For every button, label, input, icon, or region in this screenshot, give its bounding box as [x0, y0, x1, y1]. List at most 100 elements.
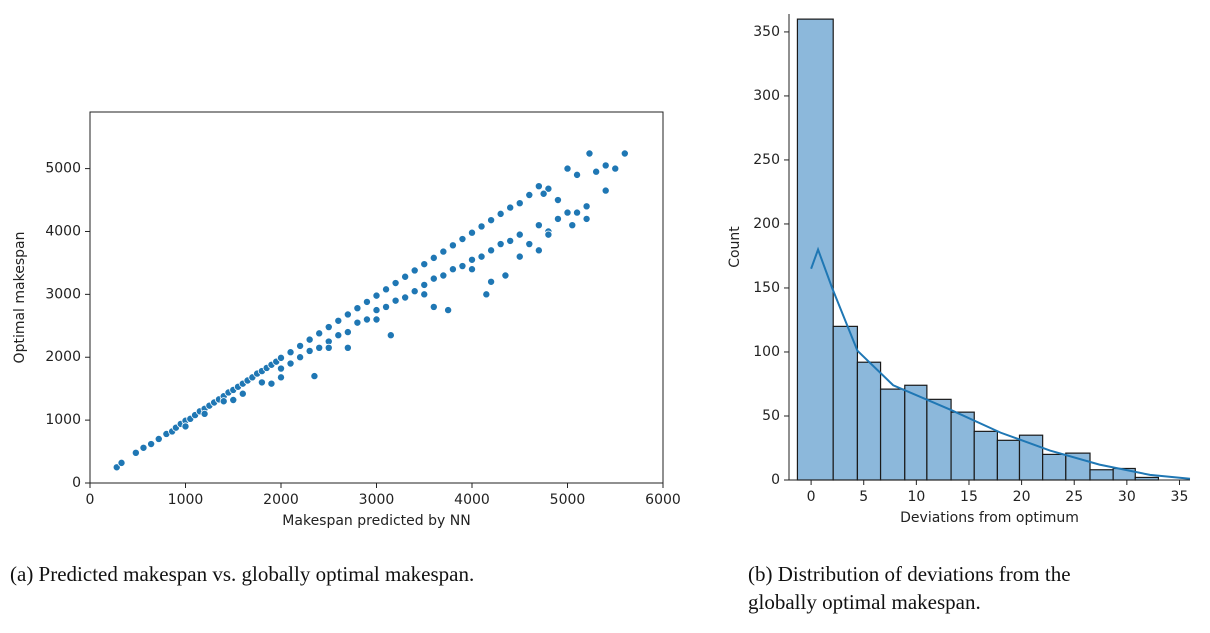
- scatter-point: [420, 280, 429, 289]
- scatter-point: [372, 306, 381, 315]
- y-tick-label: 0: [72, 475, 81, 491]
- caption: (b) Distribution of deviations from the: [748, 562, 1071, 586]
- y-axis-label: Optimal makespan: [12, 232, 28, 364]
- scatter-point: [585, 149, 594, 158]
- scatter-point: [147, 440, 156, 449]
- scatter-point: [267, 379, 276, 388]
- scatter-point: [343, 310, 352, 319]
- scatter-point: [276, 353, 285, 362]
- y-tick-label: 1000: [45, 412, 81, 428]
- scatter-point: [429, 302, 438, 311]
- y-tick-label: 50: [762, 408, 780, 424]
- scatter-point: [467, 255, 476, 264]
- x-tick-label: 2000: [263, 492, 299, 508]
- x-tick-label: 0: [86, 492, 95, 508]
- x-tick-label: 20: [1013, 489, 1031, 505]
- scatter-point: [582, 202, 591, 211]
- scatter-point: [410, 287, 419, 296]
- hist-bar: [1018, 434, 1044, 481]
- scatter-point: [534, 246, 543, 255]
- scatter-point: [444, 306, 453, 315]
- scatter-point: [334, 316, 343, 325]
- scatter-point: [154, 434, 163, 443]
- x-tick-label: 30: [1118, 489, 1136, 505]
- scatter-point: [553, 214, 562, 223]
- scatter-point: [525, 240, 534, 249]
- y-tick-label: 250: [753, 152, 780, 168]
- scatter-point: [544, 184, 553, 193]
- scatter-point: [496, 209, 505, 218]
- y-tick-label: 5000: [45, 161, 81, 177]
- scatter-point: [420, 290, 429, 299]
- scatter-point: [229, 395, 238, 404]
- scatter-point: [448, 241, 457, 250]
- scatter-point: [238, 389, 247, 398]
- scatter-point: [563, 208, 572, 217]
- scatter-point: [592, 167, 601, 176]
- x-axis-label: Makespan predicted by NN: [282, 513, 470, 529]
- kde-line: [810, 246, 1191, 480]
- scatter-point: [315, 343, 324, 352]
- scatter-point: [276, 373, 285, 382]
- scatter-point: [343, 343, 352, 352]
- scatter-point: [429, 274, 438, 283]
- scatter-point: [506, 203, 515, 212]
- scatter-point: [305, 335, 314, 344]
- scatter-point: [131, 448, 140, 457]
- scatter-point: [286, 359, 295, 368]
- scatter-point: [482, 290, 491, 299]
- scatter-point: [324, 323, 333, 332]
- scatter-point: [362, 297, 371, 306]
- y-tick-label: 4000: [45, 223, 81, 239]
- scatter-point: [372, 315, 381, 324]
- scatter-point: [286, 348, 295, 357]
- scatter-point: [582, 214, 591, 223]
- scatter-point: [181, 422, 190, 431]
- scatter-point: [620, 149, 629, 158]
- x-tick-label: 5: [859, 489, 868, 505]
- hist-bar: [832, 325, 859, 481]
- y-tick-label: 2000: [45, 349, 81, 365]
- scatter-point: [553, 196, 562, 205]
- scatter-point: [573, 208, 582, 217]
- scatter-point: [611, 164, 620, 173]
- scatter-point: [401, 272, 410, 281]
- scatter-point: [501, 271, 510, 280]
- caption: globally optimal makespan.: [748, 590, 981, 614]
- scatter-point: [487, 246, 496, 255]
- x-axis-label: Deviations from optimum: [900, 510, 1079, 526]
- x-tick-label: 5000: [550, 492, 586, 508]
- scatter-point: [334, 331, 343, 340]
- y-tick-label: 300: [753, 88, 780, 104]
- hist-bar: [856, 361, 882, 481]
- scatter-point: [458, 235, 467, 244]
- x-tick-label: 0: [807, 489, 816, 505]
- scatter-point: [515, 230, 524, 239]
- scatter-point: [382, 302, 391, 311]
- scatter-point: [467, 228, 476, 237]
- scatter-point: [362, 315, 371, 324]
- scatter-point: [305, 346, 314, 355]
- x-tick-label: 10: [907, 489, 925, 505]
- scatter-point: [487, 277, 496, 286]
- scatter-point: [534, 221, 543, 230]
- scatter-point: [573, 170, 582, 179]
- scatter-point: [296, 341, 305, 350]
- hist-bar: [973, 430, 998, 481]
- scatter-point: [568, 221, 577, 230]
- x-tick-label: 25: [1065, 489, 1083, 505]
- scatter-point: [439, 247, 448, 256]
- x-tick-label: 15: [960, 489, 978, 505]
- scatter-point: [534, 182, 543, 191]
- scatter-point: [410, 266, 419, 275]
- scatter-point: [601, 161, 610, 170]
- x-tick-label: 6000: [645, 492, 681, 508]
- scatter-point: [257, 378, 266, 387]
- scatter-point: [448, 265, 457, 274]
- hist-bar: [879, 388, 906, 481]
- scatter-point: [139, 443, 148, 452]
- hist-bar: [796, 18, 834, 481]
- scatter-point: [391, 279, 400, 288]
- hist-bar: [1042, 453, 1067, 481]
